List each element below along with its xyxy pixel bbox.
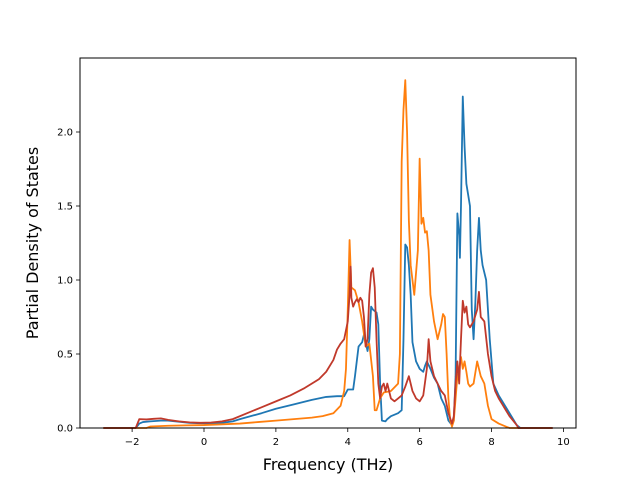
x-tick-label: −2 <box>125 437 140 448</box>
x-tick-label: 4 <box>345 437 351 448</box>
x-axis-label: Frequency (THz) <box>263 455 393 474</box>
x-tick-label: 8 <box>488 437 494 448</box>
y-axis-ticks: 0.0 0.5 1.0 1.5 2.0 <box>57 128 80 435</box>
y-tick-label: 0.0 <box>57 424 73 435</box>
y-tick-label: 1.5 <box>57 202 73 213</box>
x-axis-ticks: −2 0 2 4 6 8 10 <box>125 428 570 448</box>
series-line-3 <box>103 265 553 429</box>
y-tick-label: 0.5 <box>57 350 73 361</box>
axes-frame <box>79 57 577 429</box>
y-tick-label: 1.0 <box>57 276 73 287</box>
x-tick-label: 0 <box>201 437 207 448</box>
x-tick-label: 6 <box>416 437 422 448</box>
x-tick-label: 2 <box>273 437 279 448</box>
series-lines <box>103 79 553 429</box>
x-tick-label: 10 <box>557 437 570 448</box>
y-axis-label: Partial Density of States <box>23 147 42 339</box>
y-tick-label: 2.0 <box>57 128 73 139</box>
series-line-2 <box>103 79 553 429</box>
